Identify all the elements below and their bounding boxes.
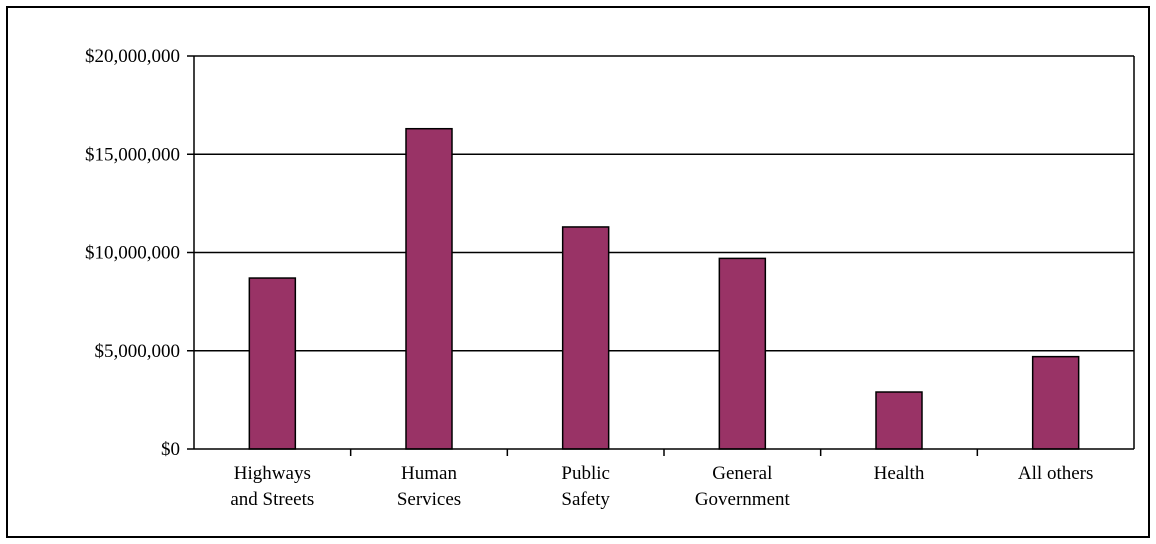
x-tick-label: Public — [561, 463, 610, 484]
y-tick-labels: $0 $5,000,000 $10,000,000 $15,000,000 $20,00… — [85, 46, 180, 460]
axes — [187, 55, 1135, 456]
gridlines — [194, 55, 1134, 352]
y-tick-label: $15,000,000 — [85, 144, 180, 165]
bar — [875, 391, 923, 450]
x-tick-label: General — [712, 463, 772, 484]
x-tick-label: All others — [1018, 463, 1093, 484]
y-tick-label: $5,000,000 — [95, 341, 181, 362]
x-tick-label: Highways — [234, 463, 311, 484]
bar — [405, 127, 453, 450]
y-tick-label: $10,000,000 — [85, 243, 180, 264]
bar-chart: $0 $5,000,000 $10,000,000 $15,000,000 $20,00… — [85, 46, 1135, 510]
chart-frame: $0 $5,000,000 $10,000,000 $15,000,000 $20,00… — [6, 6, 1150, 538]
bar — [1031, 355, 1080, 450]
bar — [718, 257, 767, 450]
x-tick-label: Health — [874, 463, 925, 484]
x-tick-label: Government — [695, 489, 791, 510]
bar — [561, 226, 610, 450]
bar — [248, 277, 297, 450]
x-tick-label: Services — [397, 489, 461, 510]
y-tick-label: $0 — [161, 439, 180, 460]
bars — [248, 127, 1080, 450]
x-tick-labels: Highways and Streets Human Services Public Sa… — [230, 463, 1093, 510]
x-tick-label: Safety — [561, 489, 610, 510]
x-tick-label: and Streets — [230, 489, 314, 510]
y-tick-label: $20,000,000 — [85, 46, 180, 67]
x-tick-label: Human — [401, 463, 457, 484]
